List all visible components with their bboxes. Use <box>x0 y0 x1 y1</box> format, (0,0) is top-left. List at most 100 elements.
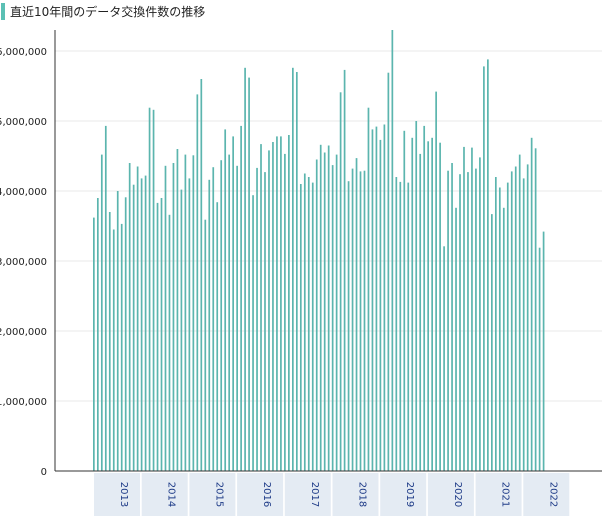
data-bar <box>514 166 517 471</box>
x-tick-label-box <box>237 473 284 516</box>
data-bar <box>311 182 314 471</box>
data-bar <box>403 130 406 472</box>
data-bar <box>347 181 350 471</box>
data-bar <box>144 175 147 471</box>
x-tick-label: 2021 <box>500 482 511 507</box>
data-bar <box>172 163 175 471</box>
data-bar <box>491 214 493 471</box>
x-tick-label-box <box>475 473 522 516</box>
data-bar <box>467 172 469 471</box>
y-tick-label: 6,000,000 <box>0 47 47 58</box>
data-bar <box>224 129 227 471</box>
data-bar <box>455 207 457 472</box>
data-bar <box>327 145 330 471</box>
x-tick-label: 2022 <box>547 482 558 507</box>
x-tick-label-box <box>427 473 474 516</box>
data-bar <box>435 91 437 471</box>
data-bar <box>534 148 537 472</box>
x-tick-label: 2017 <box>309 482 320 507</box>
data-bar <box>299 184 302 471</box>
data-bar <box>439 142 441 471</box>
bars <box>93 30 545 472</box>
data-bar <box>483 66 485 472</box>
data-bar <box>411 137 414 472</box>
y-tick-label: 5,000,000 <box>0 117 47 128</box>
data-bar <box>315 159 318 471</box>
data-bar <box>479 157 481 471</box>
data-bar <box>383 124 386 471</box>
data-bar <box>518 154 521 471</box>
data-bar <box>391 30 394 471</box>
data-bar <box>323 152 326 471</box>
data-bar <box>216 202 219 471</box>
x-tick-label: 2015 <box>213 482 224 507</box>
y-axis-ticks: 0 1,000,000 2,000,000 3,000,000 4,000,000 5,0… <box>0 47 47 478</box>
data-bar <box>319 144 322 472</box>
data-bar <box>419 153 422 471</box>
y-tick-label: 3,000,000 <box>0 257 47 268</box>
data-bar <box>292 67 294 472</box>
data-bar <box>180 189 183 471</box>
y-tick-label: 0 <box>41 467 47 478</box>
data-bar <box>248 77 250 471</box>
title-accent-bar <box>1 3 5 20</box>
data-bar <box>331 165 334 471</box>
data-bar <box>104 125 107 472</box>
x-tick-label: 2016 <box>261 482 272 507</box>
data-bar <box>475 168 477 471</box>
data-bar <box>343 69 346 472</box>
x-axis-year-labels: 2013 2014 2015 2016 2017 2018 2019 2020 2021 2022 <box>94 473 570 516</box>
data-bar <box>487 59 489 472</box>
data-bar <box>244 67 246 472</box>
data-bar <box>371 129 374 471</box>
data-bar <box>506 182 509 471</box>
x-tick-label-box <box>332 473 379 516</box>
data-bar <box>160 198 163 471</box>
data-bar <box>220 160 223 471</box>
x-tick-label-box <box>523 473 570 516</box>
x-tick-label-box <box>284 473 331 516</box>
data-bar <box>463 146 465 471</box>
data-bar <box>168 214 171 472</box>
data-bar <box>395 177 398 471</box>
x-tick-label: 2013 <box>118 482 129 507</box>
data-bar <box>379 139 382 471</box>
chart-title: 直近10年間のデータ交換件数の推移 <box>10 4 205 19</box>
data-bar <box>303 173 306 471</box>
data-bar <box>502 207 505 472</box>
data-bar <box>407 182 410 471</box>
data-bar <box>494 177 497 471</box>
data-bar <box>212 167 215 471</box>
data-bar <box>96 198 99 471</box>
x-tick-label-box <box>94 473 140 516</box>
data-bar <box>399 181 402 471</box>
data-bar <box>538 247 541 471</box>
data-bar <box>120 223 123 471</box>
data-bar <box>188 178 191 471</box>
data-bar <box>156 202 159 471</box>
data-bar <box>367 107 370 471</box>
data-bar <box>240 125 242 472</box>
data-bar <box>252 195 254 471</box>
data-bar <box>204 219 207 471</box>
data-bar <box>431 137 433 472</box>
data-bar <box>148 107 151 471</box>
data-bar <box>128 163 131 471</box>
data-bar <box>510 171 513 471</box>
data-bar <box>256 167 258 471</box>
data-bar <box>375 126 378 471</box>
data-bar <box>363 170 366 471</box>
x-tick-label: 2019 <box>404 482 415 507</box>
data-bar <box>355 158 358 471</box>
data-bar <box>132 184 135 471</box>
data-bar <box>447 170 449 471</box>
data-bar <box>260 144 262 471</box>
data-bar <box>339 92 342 472</box>
data-bar <box>184 154 187 471</box>
data-bar <box>140 178 143 471</box>
data-bar <box>459 174 461 471</box>
data-bar <box>93 217 95 471</box>
data-bar <box>232 136 234 471</box>
x-tick-label: 2014 <box>166 482 177 507</box>
